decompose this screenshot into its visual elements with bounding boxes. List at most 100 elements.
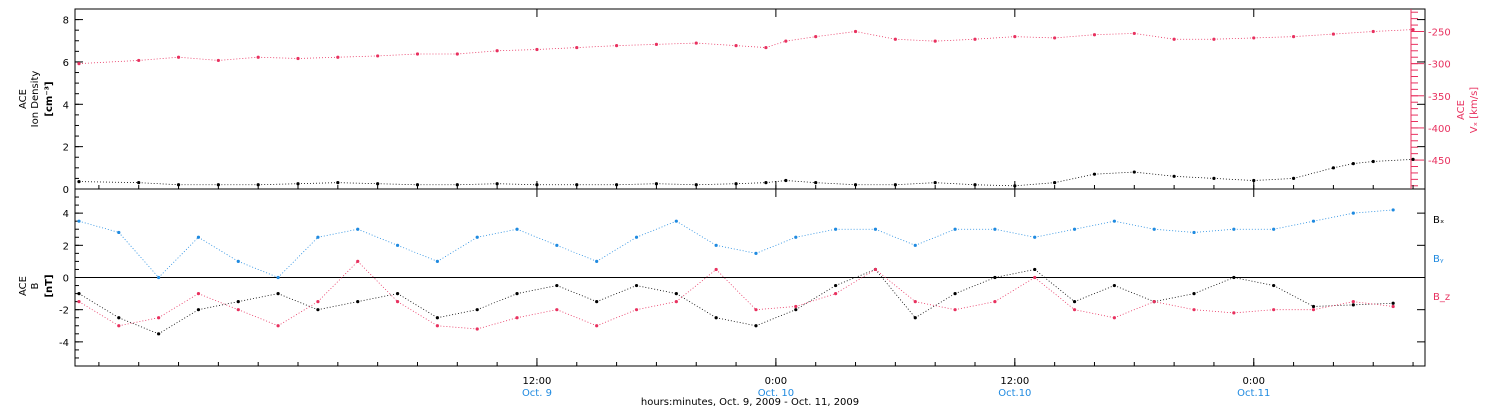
vx-tick-label: -400 [1428, 124, 1451, 135]
by-segment [357, 228, 398, 246]
bz-segment [118, 317, 159, 327]
vx-segment [736, 45, 766, 48]
vx-axis-ticks: -250 -300 -350 -400 -450 [1411, 11, 1451, 187]
bx-segment [875, 269, 916, 318]
by-segment [1353, 209, 1394, 214]
by-segment [755, 236, 796, 254]
bx-segment [317, 301, 358, 311]
data-marks [77, 27, 1415, 336]
by-segment [1034, 228, 1075, 238]
density-axis-label-1: ACE [18, 89, 29, 109]
bz-segment [1313, 301, 1354, 311]
density-tick-label: 0 [63, 185, 69, 196]
vx-point [137, 58, 141, 63]
vx-segment [576, 45, 617, 48]
density-segment [1014, 182, 1055, 187]
bz-segment [596, 309, 637, 327]
time-tick-label: 12:00 [1000, 376, 1029, 387]
density-point [1132, 170, 1136, 174]
by-segment [875, 228, 916, 246]
by-segment [78, 220, 119, 233]
vx-segment [935, 38, 976, 42]
bz-segment [875, 269, 916, 302]
time-axis-label: hours:minutes, Oct. 9, 2009 - Oct. 11, 2… [641, 397, 859, 408]
legend-bz: B_z [1433, 292, 1450, 303]
bz-segment [317, 261, 359, 302]
bx-segment [994, 269, 1035, 278]
vx-segment [138, 56, 179, 61]
bx-segment [1273, 285, 1314, 307]
density-axis-label-2: Ion Density [30, 71, 41, 128]
vx-segment [1054, 34, 1095, 39]
bz-segment [1114, 301, 1155, 319]
by-segment [596, 236, 637, 262]
bx-segment [1193, 277, 1234, 294]
by-segment [716, 244, 757, 254]
bx-segment [1353, 302, 1394, 306]
bz-segment [158, 293, 199, 319]
b-tick-label: -4 [59, 338, 69, 349]
density-segment [78, 181, 139, 184]
legend-by: Bᵧ [1433, 254, 1444, 265]
vx-segment [258, 56, 299, 59]
vx-axis-label-1: ACE [1456, 100, 1467, 120]
b-tick-label: 4 [63, 209, 69, 220]
vx-point [77, 62, 81, 66]
density-point [1172, 174, 1176, 178]
density-segment [616, 183, 657, 186]
bz-segment [277, 301, 319, 327]
bx-segment [78, 293, 120, 319]
bz-segment [715, 269, 757, 310]
bz-segment [1074, 309, 1115, 319]
by-segment [238, 261, 279, 278]
by-point [1152, 227, 1156, 231]
bx-segment [1034, 269, 1075, 302]
by-segment [1193, 228, 1234, 233]
by-segment [437, 236, 478, 262]
density-tick-label: 8 [63, 16, 69, 27]
vx-segment [815, 31, 856, 38]
density-segment [895, 182, 936, 186]
by-segment [915, 228, 956, 246]
by-segment [676, 220, 717, 246]
b-axis-unit: [nT] [44, 274, 55, 297]
bx-segment [198, 301, 239, 311]
vx-segment [457, 50, 498, 55]
bz-point [1391, 304, 1395, 309]
bz-segment [1353, 301, 1394, 307]
bz-segment [1233, 309, 1274, 314]
by-point [356, 227, 360, 231]
vx-segment [656, 42, 697, 45]
by-segment [994, 228, 1035, 238]
density-segment [337, 182, 378, 185]
bx-segment [795, 285, 836, 311]
bz-segment [955, 301, 995, 311]
vx-tick-label: -450 [1428, 156, 1451, 167]
vx-segment [1253, 36, 1294, 39]
bx-segment [1154, 293, 1195, 303]
vx-segment [696, 42, 737, 47]
vx-segment [1373, 29, 1414, 32]
density-segment [138, 182, 179, 186]
bx-segment [636, 285, 677, 294]
density-segment [1253, 178, 1294, 181]
vx-tick-label: -300 [1428, 60, 1451, 71]
vx-segment [218, 56, 259, 61]
density-segment [1353, 161, 1374, 164]
density-axis-unit: [cm⁻³] [44, 81, 55, 116]
bz-segment [198, 293, 239, 311]
density-point [77, 179, 81, 184]
bz-segment [556, 309, 597, 327]
density-segment [1094, 171, 1135, 175]
vx-segment [1293, 33, 1334, 38]
bz-segment [1193, 309, 1234, 314]
bx-segment [915, 293, 956, 319]
bx-segment [1114, 285, 1155, 303]
bx-segment [437, 309, 478, 319]
by-segment [317, 228, 358, 238]
vx-segment [377, 53, 418, 57]
by-point [117, 230, 121, 235]
bx-segment [755, 309, 796, 327]
density-segment [297, 182, 338, 185]
